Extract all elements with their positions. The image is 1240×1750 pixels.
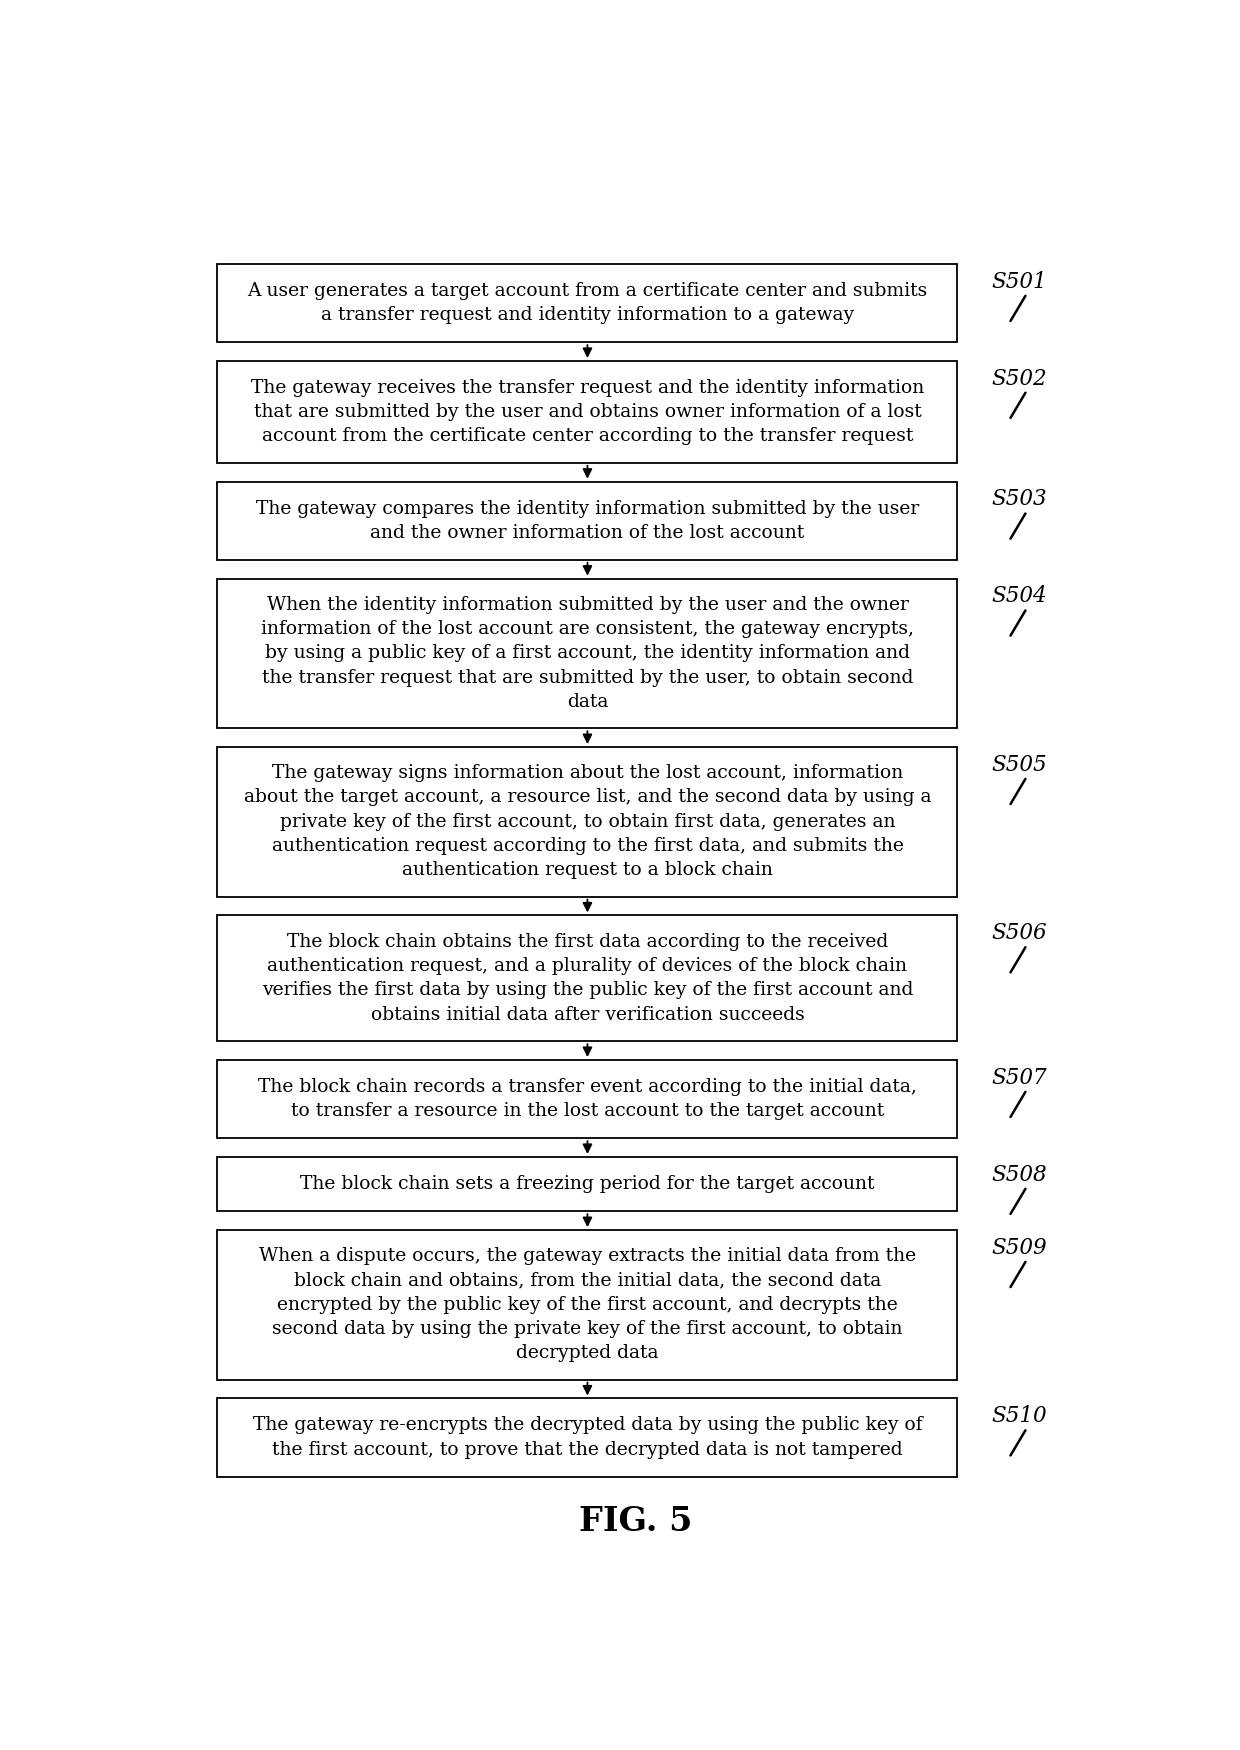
Text: The gateway re-encrypts the decrypted data by using the public key of
the first : The gateway re-encrypts the decrypted da… (253, 1416, 923, 1459)
Bar (217, 1398, 957, 1477)
Text: When a dispute occurs, the gateway extracts the initial data from the
block chai: When a dispute occurs, the gateway extra… (259, 1248, 916, 1363)
Bar (217, 264, 957, 343)
Bar (217, 747, 957, 896)
Bar (217, 579, 957, 728)
Text: S502: S502 (991, 368, 1047, 390)
Text: The gateway receives the transfer request and the identity information
that are : The gateway receives the transfer reques… (250, 378, 924, 444)
Text: S505: S505 (991, 754, 1047, 775)
Text: When the identity information submitted by the user and the owner
information of: When the identity information submitted … (260, 595, 914, 710)
Text: S504: S504 (991, 584, 1047, 607)
Bar (217, 1157, 957, 1211)
Text: S510: S510 (991, 1405, 1047, 1428)
Bar (217, 360, 957, 464)
Text: S507: S507 (991, 1068, 1047, 1088)
Text: A user generates a target account from a certificate center and submits
a transf: A user generates a target account from a… (247, 282, 928, 324)
Bar (217, 1230, 957, 1379)
Text: The block chain obtains the first data according to the received
authentication : The block chain obtains the first data a… (262, 933, 913, 1024)
Bar (217, 1060, 957, 1138)
Text: S501: S501 (991, 271, 1047, 292)
Text: S509: S509 (991, 1237, 1047, 1258)
Text: The block chain sets a freezing period for the target account: The block chain sets a freezing period f… (300, 1174, 874, 1194)
Text: S508: S508 (991, 1164, 1047, 1185)
Text: The gateway signs information about the lost account, information
about the targ: The gateway signs information about the … (244, 765, 931, 880)
Text: The gateway compares the identity information submitted by the user
and the owne: The gateway compares the identity inform… (255, 499, 919, 542)
Text: S506: S506 (991, 922, 1047, 943)
Text: FIG. 5: FIG. 5 (579, 1505, 692, 1538)
Text: S503: S503 (991, 488, 1047, 511)
Text: The block chain records a transfer event according to the initial data,
to trans: The block chain records a transfer event… (258, 1078, 916, 1120)
Bar (217, 481, 957, 560)
Bar (217, 915, 957, 1041)
